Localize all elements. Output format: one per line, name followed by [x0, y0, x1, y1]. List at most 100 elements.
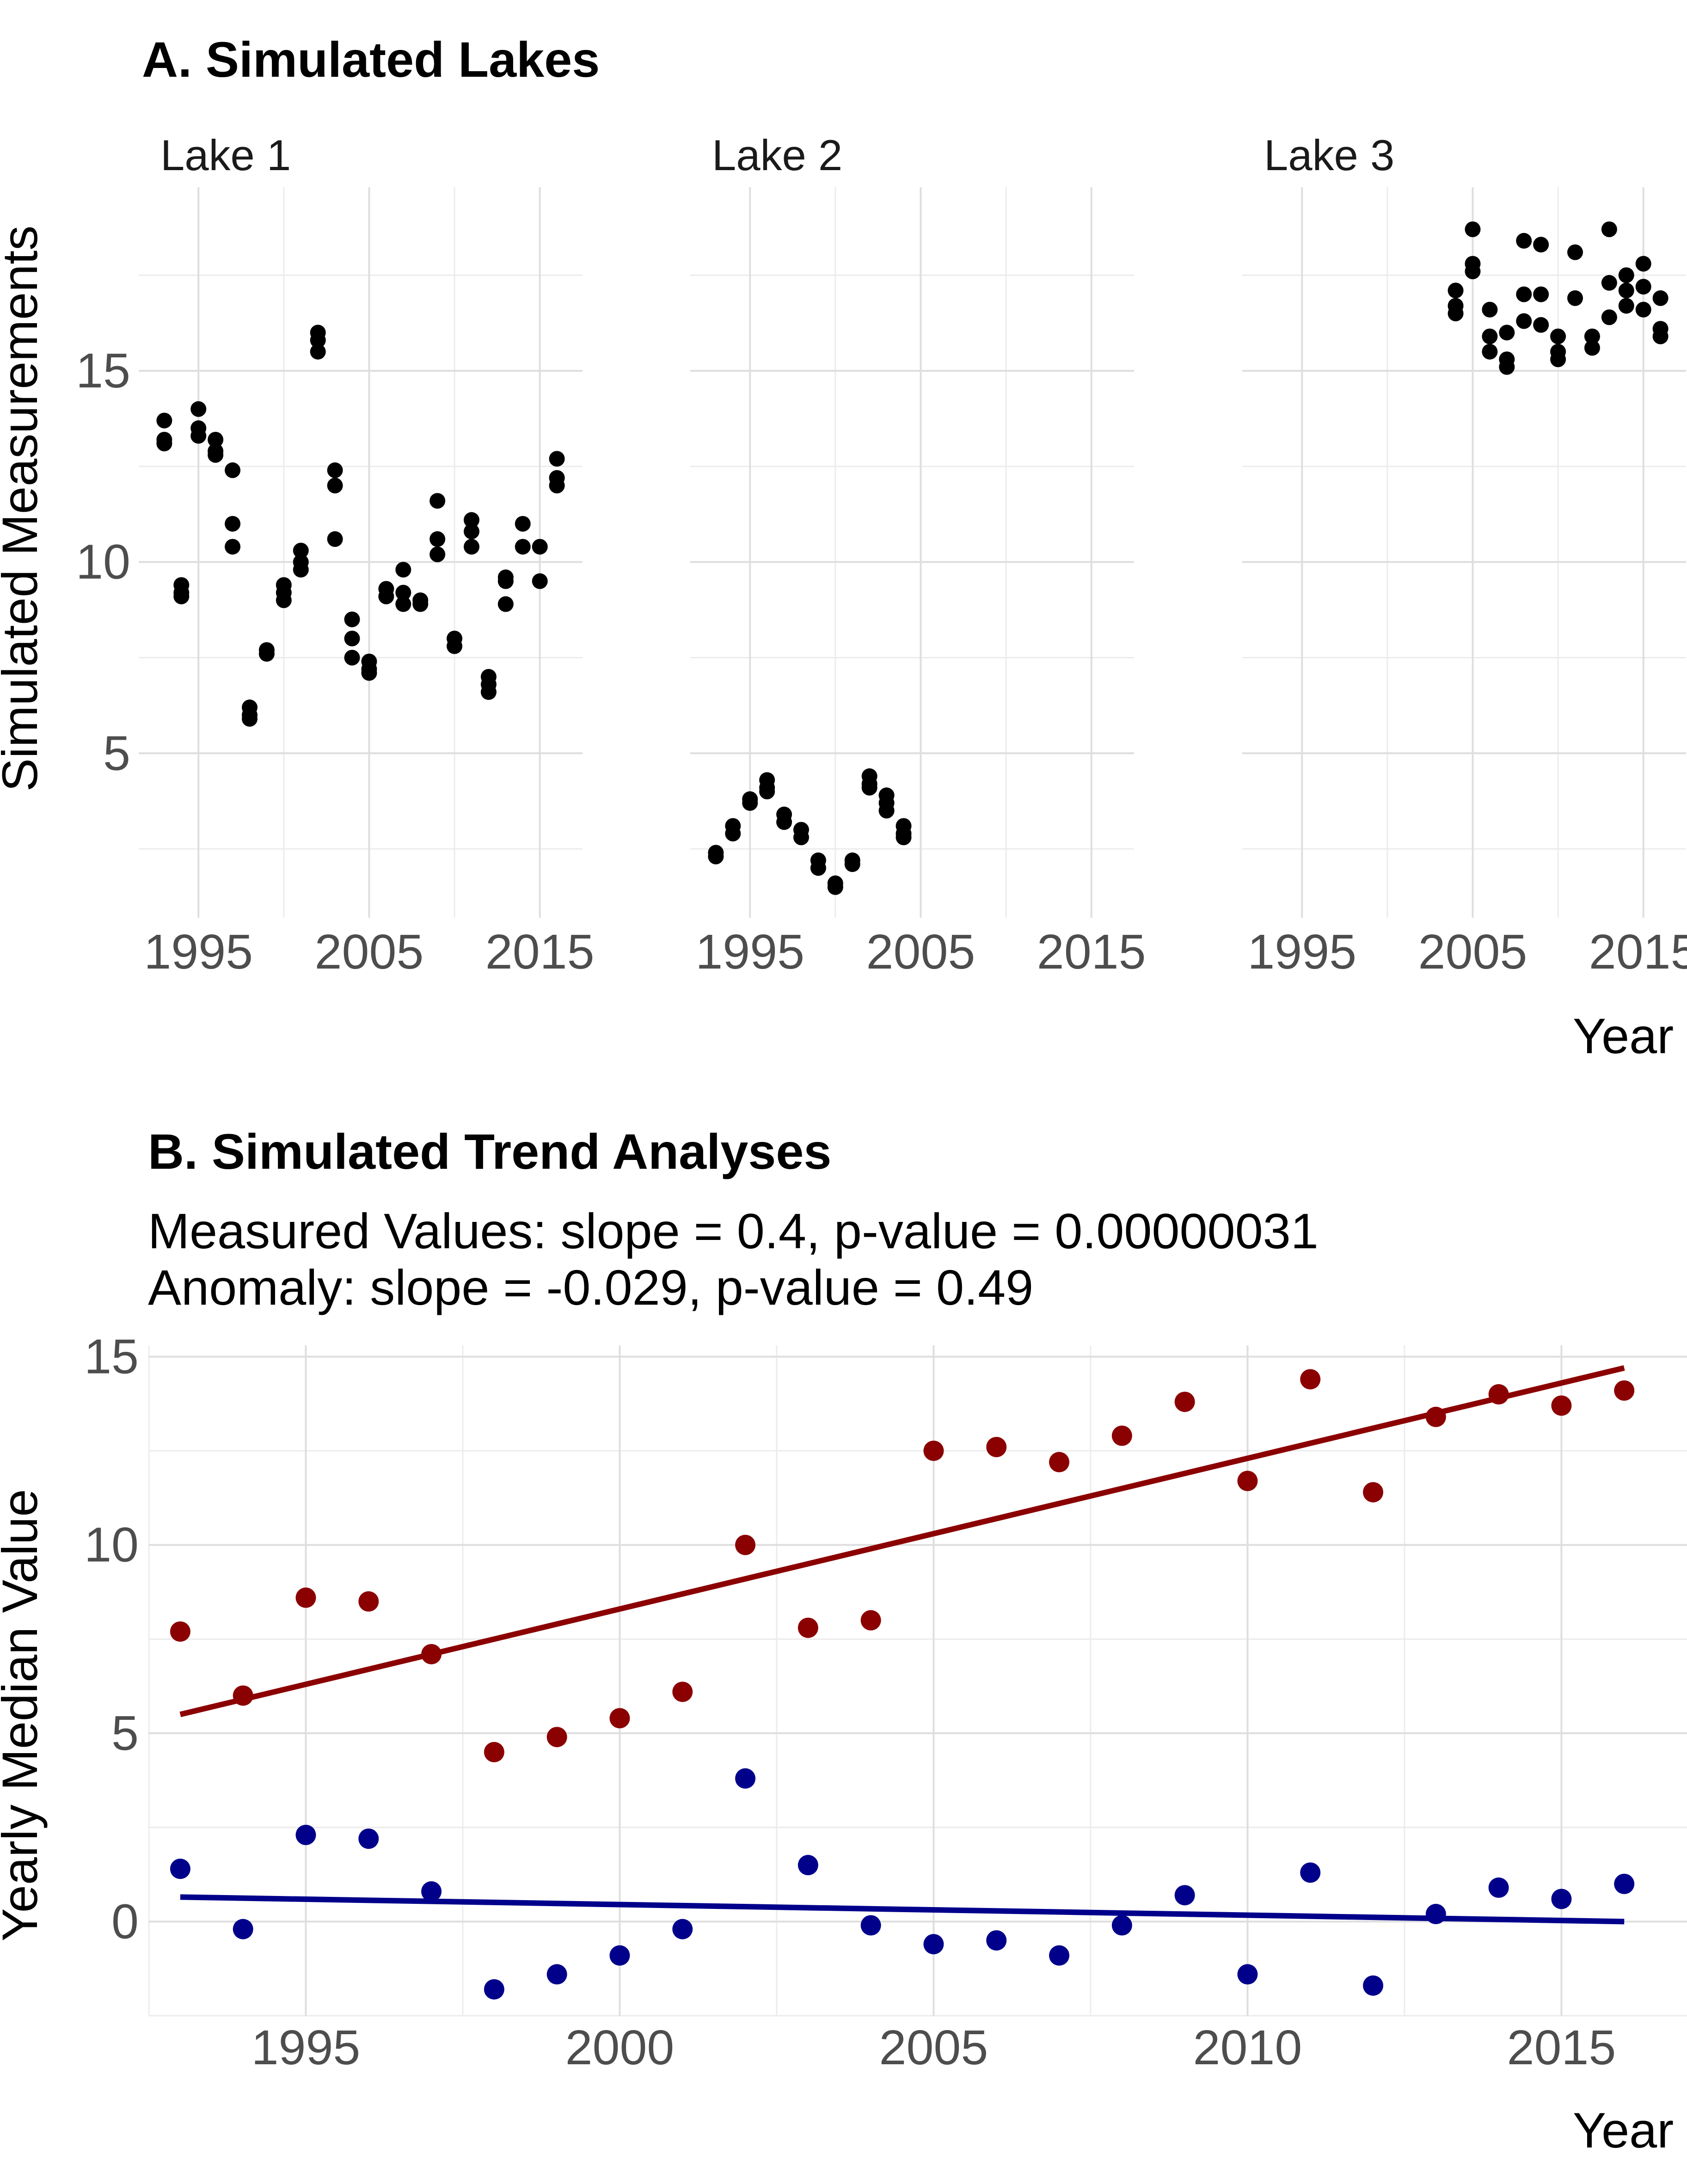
data-point — [1533, 286, 1549, 302]
data-point — [776, 814, 792, 830]
facet-strip-label: Lake 2 — [712, 131, 842, 179]
panel-b-x-axis-title: Year — [1573, 2102, 1674, 2158]
data-point — [464, 523, 479, 540]
data-point — [1049, 1945, 1070, 1966]
data-point — [1499, 359, 1515, 375]
panel-b-y-axis-title: Yearly Median Value — [0, 1489, 48, 1942]
x-tick-label: 1995 — [1247, 925, 1356, 979]
series-2 — [170, 1768, 1635, 2000]
x-tick-label: 2005 — [866, 925, 975, 979]
data-point — [358, 1591, 379, 1612]
data-point — [378, 589, 394, 605]
y-tick-label: 15 — [76, 344, 130, 398]
data-point — [258, 646, 275, 662]
data-point — [1111, 1915, 1132, 1936]
data-point — [327, 462, 343, 479]
data-point — [1448, 305, 1464, 321]
data-point — [1488, 1384, 1509, 1405]
data-point — [1550, 328, 1566, 344]
data-point — [742, 795, 758, 811]
data-point — [860, 1610, 881, 1631]
data-point — [1601, 275, 1617, 291]
data-point — [986, 1436, 1007, 1457]
data-point — [860, 1915, 881, 1936]
data-point — [1465, 263, 1481, 279]
series-1 — [170, 1365, 1635, 1762]
data-point — [861, 779, 877, 796]
data-point — [1425, 1406, 1446, 1427]
data-point — [429, 546, 446, 563]
data-point — [170, 1621, 190, 1642]
data-point — [1448, 282, 1464, 299]
data-point — [327, 531, 343, 547]
data-point — [484, 1742, 504, 1762]
y-tick-label: 5 — [103, 726, 130, 780]
trend-line — [179, 1365, 1625, 1718]
data-point — [395, 584, 411, 601]
data-point — [1300, 1862, 1321, 1883]
data-point — [1237, 1964, 1258, 1985]
panel-b-title: B. Simulated Trend Analyses — [148, 1123, 831, 1179]
data-point — [797, 1617, 818, 1638]
data-point — [395, 562, 411, 578]
data-point — [896, 829, 912, 846]
x-tick-label: 2005 — [315, 925, 424, 979]
data-point — [844, 856, 860, 872]
data-point — [1516, 286, 1532, 302]
data-point — [395, 596, 411, 612]
panel-b-trend-analyses: B. Simulated Trend Analyses Measured Val… — [0, 1123, 1687, 2158]
data-point — [1635, 256, 1651, 272]
data-point — [923, 1934, 944, 1955]
data-point — [464, 512, 479, 528]
data-point — [1614, 1873, 1635, 1894]
data-point — [735, 1534, 756, 1555]
x-tick-label: 1995 — [252, 2020, 361, 2075]
data-point — [1111, 1425, 1132, 1446]
data-point — [1635, 301, 1651, 318]
data-point — [515, 515, 531, 532]
data-point — [156, 412, 172, 429]
data-point — [1618, 282, 1634, 299]
data-point — [429, 493, 446, 509]
panel-a-title: A. Simulated Lakes — [142, 31, 600, 87]
data-point — [412, 596, 429, 612]
data-point — [1567, 244, 1583, 260]
panel-a-x-axis-title: Year — [1573, 1008, 1674, 1064]
data-point — [233, 1919, 253, 1939]
data-point — [549, 451, 565, 467]
data-point — [515, 539, 531, 555]
data-point — [878, 803, 895, 819]
data-point — [497, 573, 514, 589]
data-point — [208, 447, 224, 463]
data-point — [1550, 351, 1566, 368]
data-point — [310, 332, 326, 348]
data-point — [672, 1681, 693, 1702]
data-point — [609, 1945, 630, 1966]
data-point — [344, 650, 360, 666]
x-tick-label: 1995 — [695, 925, 804, 979]
data-point — [344, 631, 360, 647]
data-point — [725, 826, 741, 842]
x-tick-label: 1995 — [144, 925, 253, 979]
data-point — [1482, 328, 1498, 344]
data-point — [827, 879, 843, 895]
data-point — [1601, 309, 1617, 325]
data-point — [1584, 328, 1600, 344]
data-point — [1533, 317, 1549, 333]
x-tick-label: 2010 — [1193, 2020, 1302, 2075]
data-point — [1363, 1482, 1384, 1503]
x-tick-label: 2000 — [565, 2020, 675, 2075]
data-point — [1618, 298, 1634, 314]
data-point — [546, 1727, 567, 1748]
data-point — [421, 1644, 442, 1664]
data-point — [759, 784, 775, 800]
data-point — [480, 684, 497, 700]
data-point — [225, 539, 241, 555]
data-point — [986, 1930, 1007, 1951]
data-point — [190, 401, 207, 417]
facet-1: Lake 1 1995 2005 2015 — [139, 131, 595, 979]
data-point — [1174, 1392, 1195, 1412]
data-point — [447, 638, 463, 654]
